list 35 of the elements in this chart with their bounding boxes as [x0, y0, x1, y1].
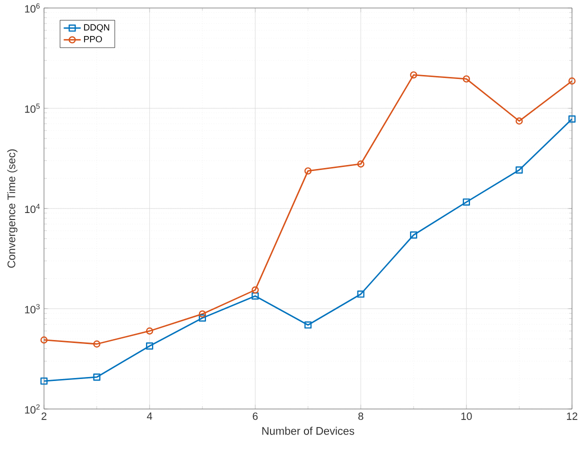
x-axis-title: Number of Devices [262, 426, 354, 435]
y-tick-label: 10$^{3}$ [25, 304, 40, 314]
y-axis-title: Convergence Time (sec) [7, 149, 18, 268]
point [252, 286, 259, 294]
point [252, 292, 259, 300]
point [410, 71, 418, 79]
point [146, 342, 154, 350]
point [357, 290, 364, 298]
x-tick-label: 6 [252, 412, 258, 420]
point [410, 231, 418, 239]
x-tick-label: 4 [146, 412, 152, 420]
x-tick-label: 12 [566, 412, 578, 420]
legend-label: DDQN [84, 24, 110, 32]
point [93, 374, 100, 381]
point [462, 198, 470, 206]
point [568, 115, 576, 123]
legend-label: PPO [84, 36, 102, 42]
point [40, 377, 48, 385]
y-tick-label: 10$^{4}$ [25, 204, 40, 214]
point [516, 166, 523, 174]
point [146, 327, 154, 335]
point [462, 75, 470, 83]
point [357, 160, 364, 168]
point [93, 340, 100, 348]
x-tick-label: 8 [358, 412, 364, 420]
point [198, 310, 206, 318]
point [304, 167, 312, 175]
y-tick-label: 10$^{5}$ [25, 104, 40, 113]
y-tick-label: 10$^{2}$ [25, 404, 40, 414]
point [516, 117, 523, 125]
point [304, 321, 312, 329]
point [198, 314, 206, 322]
x-tick-label: 10 [461, 412, 472, 420]
x-tick-label: 2 [42, 412, 46, 420]
y-tick-label: 10$^{6}$ [25, 3, 40, 13]
